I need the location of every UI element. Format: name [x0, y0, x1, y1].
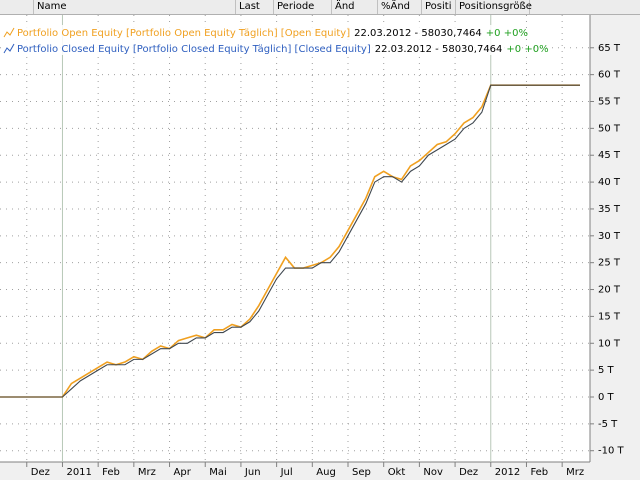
legend-change: +0 +0% — [486, 28, 528, 39]
legend: Portfolio Open Equity [Portfolio Open Eq… — [2, 25, 549, 55]
x-tick-label: Okt — [388, 467, 406, 478]
x-tick-label: Mrz — [138, 467, 156, 478]
series-line — [0, 84, 580, 398]
y-tick-label: 65 T — [598, 43, 621, 54]
x-axis-area — [0, 462, 640, 480]
y-tick-label: 55 T — [598, 96, 621, 107]
x-tick-label: Jun — [244, 467, 261, 478]
legend-bg — [2, 25, 514, 55]
header-cell[interactable]: %Änd — [378, 0, 422, 14]
y-tick-label: 25 T — [598, 258, 621, 269]
y-tick-label: 5 T — [598, 365, 615, 376]
x-tick-label: Feb — [530, 467, 548, 478]
y-tick-label: 45 T — [598, 150, 621, 161]
x-tick-label: Feb — [102, 467, 120, 478]
y-tick-label: 15 T — [598, 311, 621, 322]
legend-icon — [3, 43, 15, 54]
y-tick-label: 60 T — [598, 70, 621, 81]
x-tick-label: Mai — [209, 467, 227, 478]
x-tick-label: 2011 — [66, 467, 91, 478]
x-tick-label: Dez — [459, 467, 478, 478]
x-tick-label: Nov — [423, 467, 443, 478]
legend-label: Portfolio Closed Equity [Portfolio Close… — [17, 44, 371, 55]
legend-change: +0 +0% — [506, 44, 548, 55]
header-cell[interactable]: Änd — [332, 0, 378, 14]
y-tick-label: -5 T — [598, 419, 618, 430]
y-axis-area — [590, 15, 640, 480]
plot-area — [0, 15, 590, 462]
column-header: Name Last Periode Änd %Änd Positi Positi… — [0, 0, 640, 15]
y-tick-label: -10 T — [598, 446, 625, 457]
header-cell[interactable]: Positi — [422, 0, 456, 14]
y-tick-label: 20 T — [598, 285, 621, 296]
header-cell[interactable]: Positionsgröße — [456, 0, 532, 14]
x-tick-label: Sep — [352, 467, 371, 478]
x-tick-label: Dez — [31, 467, 50, 478]
x-tick-label: Mrz — [566, 467, 584, 478]
header-cell[interactable]: Last — [236, 0, 274, 14]
x-tick-label: Aug — [316, 467, 336, 478]
legend-label: Portfolio Open Equity [Portfolio Open Eq… — [17, 28, 350, 39]
y-tick-label: 50 T — [598, 123, 621, 134]
header-cell — [0, 0, 34, 14]
header-cell[interactable]: Periode — [274, 0, 332, 14]
y-tick-label: 0 T — [598, 392, 615, 403]
x-tick-label: 2012 — [495, 467, 520, 478]
legend-icon — [3, 27, 15, 38]
y-tick-label: 35 T — [598, 204, 621, 215]
y-tick-label: 30 T — [598, 231, 621, 242]
series-line — [0, 84, 580, 398]
legend-value: 22.03.2012 - 58030,7464 — [375, 44, 503, 55]
y-tick-label: 10 T — [598, 338, 621, 349]
y-tick-label: 40 T — [598, 177, 621, 188]
legend-value: 22.03.2012 - 58030,7464 — [354, 28, 482, 39]
x-tick-label: Apr — [174, 467, 192, 478]
x-tick-label: Jul — [280, 467, 293, 478]
header-cell[interactable]: Name — [34, 0, 236, 14]
chart: Portfolio Open Equity [Portfolio Open Eq… — [0, 15, 640, 480]
